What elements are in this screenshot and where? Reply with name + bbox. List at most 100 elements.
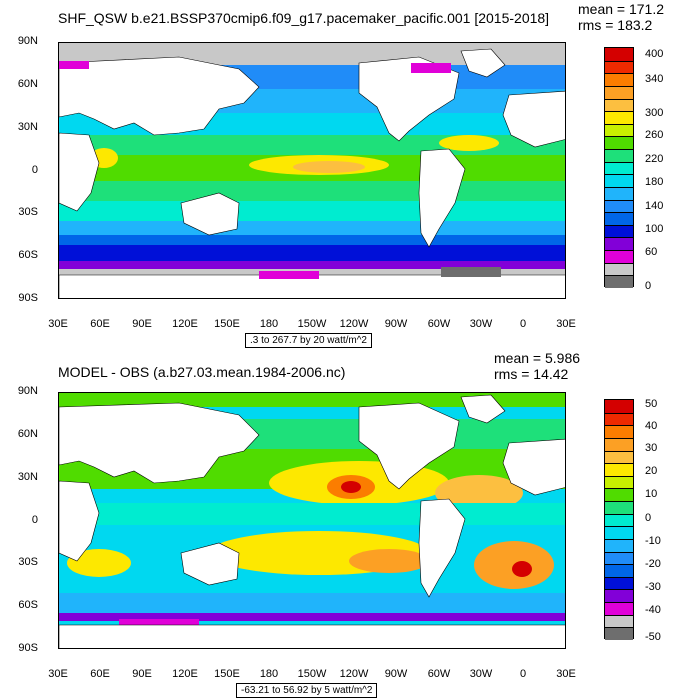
top-colorbar-swatch [605,199,633,213]
top-arctic-edge-2 [411,63,451,73]
bottom-lat-label-5: 60S [18,599,38,611]
bottom-rms-stat: rms = 14.42 [494,366,569,382]
bottom-lon-label-8: 90W [384,668,408,680]
bottom-colorbar-swatch [605,602,633,615]
top-lat-label-5: 60S [18,249,38,261]
top-land-south-america [418,148,466,248]
bottom-lat-label-6: 90S [18,642,38,654]
top-map-title: SHF_QSW b.e21.BSSP370cmip6.f09_g17.pacem… [58,10,550,26]
bottom-s-atlantic-max [512,561,532,577]
bottom-colorbar-label-6: -10 [645,535,661,547]
top-colorbar-swatch [605,48,633,61]
bottom-lon-label-11: 0 [519,668,527,680]
top-colorbar-label-4: 220 [645,153,664,165]
top-colorbar-label-7: 100 [645,223,664,235]
top-band-s15 [59,181,565,201]
bottom-map-field [59,393,565,648]
top-lat-label-4: 30S [18,206,38,218]
bottom-colorbar-swatch [605,526,633,539]
top-map-frame [58,42,566,299]
top-colorbar-swatch [605,186,633,200]
top-colorbar-swatch [605,161,633,175]
bottom-colorbar-swatch [605,425,633,438]
top-colorbar-swatch [605,224,633,238]
top-lat-label-3: 0 [31,164,38,176]
top-colorbar-swatch [605,237,633,250]
top-band-s62 [59,261,565,269]
bottom-lon-label-0: 30E [48,668,68,680]
bottom-lat-label-4: 30S [18,556,38,568]
top-lon-label-8: 90W [384,318,408,330]
bottom-colorbar-swatch [605,412,633,426]
top-band-s55 [59,245,565,261]
bottom-n-atlantic-warm [435,475,523,511]
bottom-colorbar-swatch [605,450,633,464]
top-colorbar-swatch [605,123,633,137]
top-band-s25 [59,201,565,221]
top-lon-label-0: 30E [48,318,68,330]
top-land-greenland [460,48,506,78]
top-colorbar-label-2: 300 [645,107,664,119]
bottom-colorbar-label-8: -30 [645,581,661,593]
top-colorbar-swatch [605,275,633,288]
top-colorbar-label-3: 260 [645,129,664,141]
bottom-colorbar-swatch [605,551,633,565]
bottom-lon-label-4: 150E [214,668,240,680]
bottom-lon-label-10: 30W [469,668,493,680]
bottom-n-pacific-max [341,481,361,493]
top-colorbar-swatch [605,85,633,99]
top-lon-label-5: 180 [259,318,279,330]
top-contour-range-label: .3 to 267.7 by 20 watt/m^2 [245,333,372,348]
bottom-lon-label-2: 90E [132,668,152,680]
top-lon-label-7: 120W [339,318,369,330]
top-colorbar-label-5: 180 [645,176,664,188]
bottom-colorbar-label-5: 0 [645,512,652,524]
top-band-s48 [59,235,565,245]
top-lon-label-11: 0 [519,318,527,330]
top-land-antarctica [59,274,565,298]
top-colorbar-swatch [605,98,633,112]
bottom-colorbar-swatch [605,564,633,577]
bottom-lon-label-6: 150W [297,668,327,680]
top-antarctic-edge-2 [441,267,501,277]
top-colorbar [604,47,634,288]
top-colorbar-label-0: 400 [645,48,664,60]
top-colorbar-swatch [605,73,633,86]
top-land-africa [59,132,100,212]
bottom-colorbar-label-0: 50 [645,398,658,410]
bottom-lon-label-5: 180 [259,668,279,680]
bottom-colorbar-label-3: 20 [645,465,658,477]
top-lon-label-4: 150E [214,318,240,330]
bottom-lon-label-7: 120W [339,668,369,680]
top-colorbar-swatch [605,174,633,187]
bottom-lon-label-1: 60E [90,668,110,680]
bottom-contour-range-label: -63.21 to 56.92 by 5 watt/m^2 [236,683,378,698]
top-antarctic-edge-1 [259,271,319,279]
bottom-eq-band [59,503,565,525]
bottom-land-africa [59,480,100,562]
bottom-colorbar-swatch [605,614,633,628]
top-colorbar-swatch [605,136,633,149]
top-rms-stat: rms = 183.2 [578,17,653,33]
bottom-colorbar-swatch [605,589,633,602]
bottom-land-north-america [358,402,460,490]
top-colorbar-swatch [605,60,633,74]
bottom-lat-label-0: 90N [17,385,38,397]
bottom-panel: MODEL - OBS (a.b27.03.mean.1984-2006.nc)… [0,350,700,700]
bottom-lon-label-3: 120E [172,668,198,680]
top-mean-stat: mean = 171.2 [578,1,665,17]
top-colorbar-label-1: 340 [645,73,664,85]
bottom-colorbar-label-2: 30 [645,442,658,454]
top-colorbar-label-9: 0 [645,280,652,292]
bottom-colorbar-label-1: 40 [645,420,658,432]
bottom-colorbar-swatch [605,463,633,476]
bottom-colorbar-swatch [605,437,633,451]
bottom-lat-label-2: 30N [17,471,38,483]
bottom-colorbar-swatch [605,538,633,552]
top-lon-label-10: 30W [469,318,493,330]
bottom-land-eurasia [59,402,260,484]
bottom-land-antarctica [59,624,565,648]
top-lon-label-1: 60E [90,318,110,330]
top-lat-label-0: 90N [17,35,38,47]
bottom-southern-ocean [59,593,565,613]
